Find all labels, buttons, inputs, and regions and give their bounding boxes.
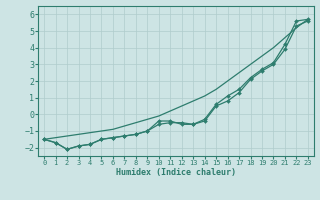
X-axis label: Humidex (Indice chaleur): Humidex (Indice chaleur) (116, 168, 236, 177)
